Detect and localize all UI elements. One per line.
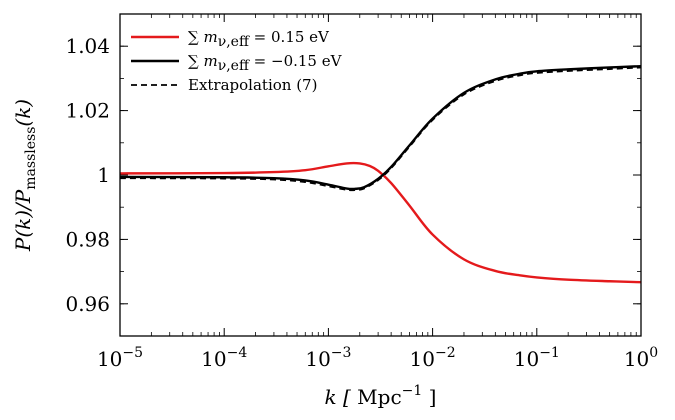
x-tick-label: 10−3	[305, 345, 351, 371]
legend: ∑ mν,eff = 0.15 eV∑ mν,eff = −0.15 eV Ext…	[131, 28, 343, 94]
y-tick-label: 1.02	[65, 99, 110, 123]
series-extrapolation	[119, 66, 642, 192]
legend-entry: ∑ mν,eff = −0.15 eV	[188, 52, 343, 74]
plot-frame	[119, 13, 642, 337]
y-axis-label: P(k)/Pmassless(k)	[11, 99, 39, 252]
x-tick-label: 10−4	[201, 345, 247, 371]
x-axis-label: k [ Mpc−1 ]	[325, 383, 437, 409]
series-positive-mass	[119, 161, 642, 284]
y-tick-label: 1	[97, 163, 110, 187]
y-tick-label: 0.96	[65, 292, 110, 316]
legend-entry: ∑ mν,eff = 0.15 eV	[188, 28, 330, 50]
y-tick-label: 1.04	[65, 34, 110, 58]
x-tick-label: 10−2	[410, 345, 456, 371]
legend-entry: Extrapolation (7)	[188, 76, 317, 94]
labels-layer: 10−5 10−4 10−3 10−2 10−1 100 0.96 0.98 1 1.02 1.04…	[11, 34, 658, 409]
x-tick-label: 10−1	[514, 345, 560, 371]
y-tick-label: 0.98	[65, 227, 110, 251]
x-tick-label: 10−5	[97, 345, 143, 371]
x-tick-label: 100	[624, 345, 658, 371]
series-layer	[119, 64, 642, 284]
series-negative-mass	[119, 64, 642, 191]
